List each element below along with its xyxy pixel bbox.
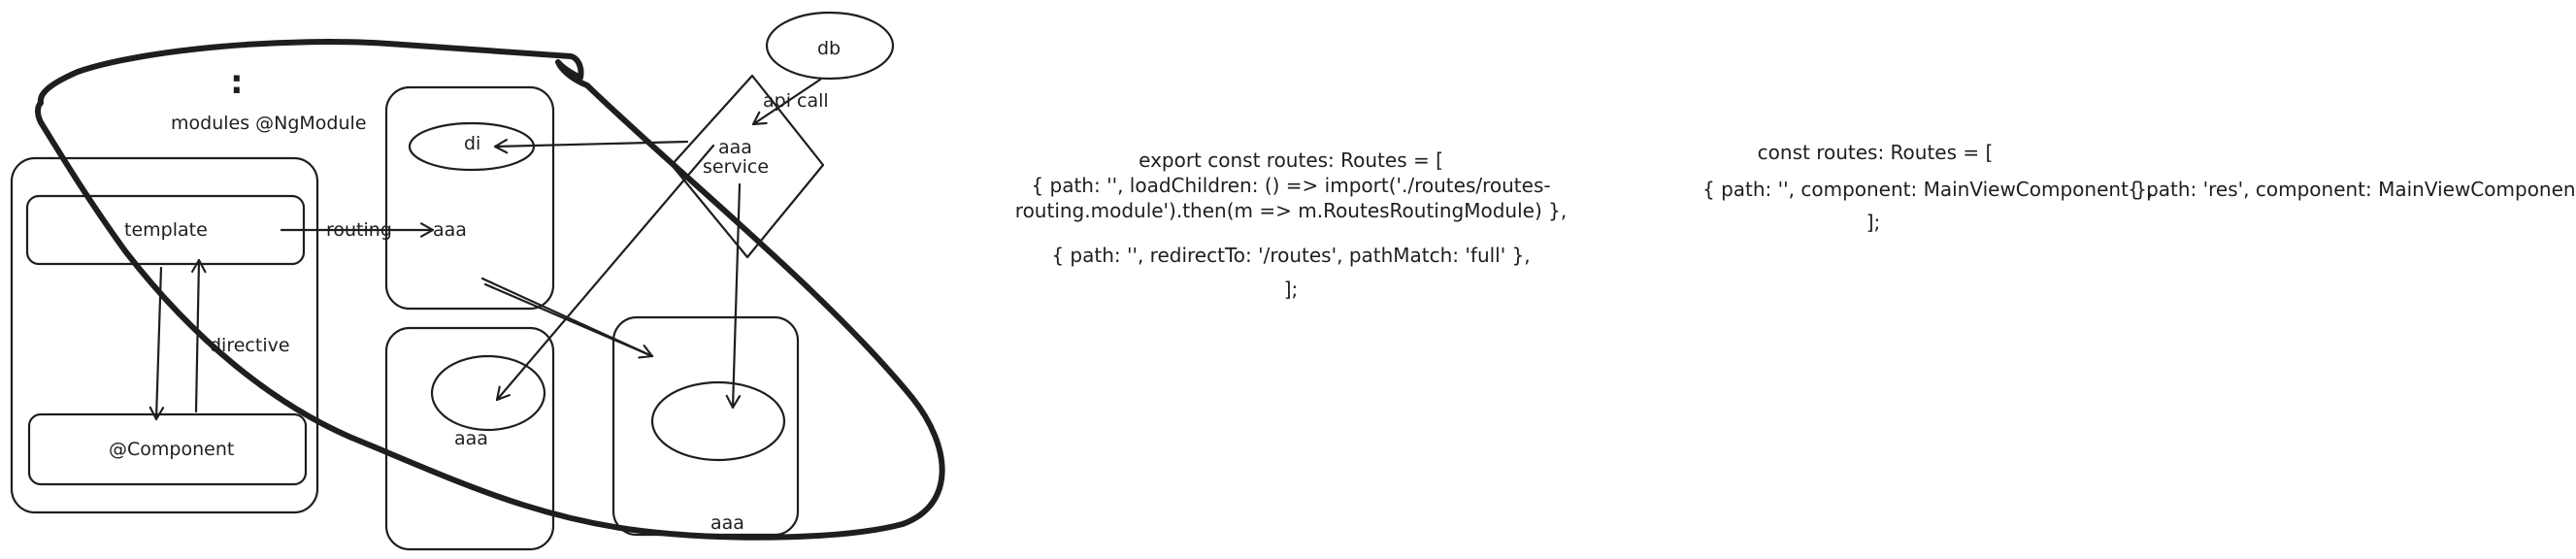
template-to-component-arrow: [149, 266, 165, 421]
service-diamond: [670, 74, 825, 259]
api-call-label: api call: [763, 90, 829, 112]
aaa-bottom-right-label: aaa: [710, 512, 744, 534]
db-ellipse: [765, 11, 895, 81]
code-left-line-3: routing.module').then(m => m.RoutesRouti…: [1015, 199, 1567, 222]
service-aaa-label: aaa: [718, 137, 752, 158]
di-label: di: [464, 133, 480, 154]
code-right-line-1: const routes: Routes = [: [1758, 141, 1994, 164]
code-left-line-4: { path: '', redirectTo: '/routes', pathM…: [1051, 244, 1530, 267]
aaa-ellipse-left: [430, 354, 546, 432]
service-to-left-ellipse-arrow: [495, 144, 715, 402]
code-right-line-3: ];: [1866, 211, 1881, 234]
directive-label: directive: [210, 335, 290, 356]
module-outer-box: [10, 156, 319, 514]
routed-module-box-top: [384, 85, 555, 311]
aaa-routing-target-label: aaa: [433, 219, 467, 241]
module-dots: :: [230, 63, 244, 102]
code-right-line-2a: { path: '', component: MainViewComponent…: [1702, 178, 2153, 201]
api-call-arrow: [751, 78, 822, 126]
template-label: template: [124, 219, 208, 241]
code-left-line-2: { path: '', loadChildren: () => import('…: [1031, 174, 1550, 197]
code-left-line-1: export const routes: Routes = [: [1139, 148, 1443, 172]
component-to-template-arrow: [191, 258, 207, 413]
aaa-to-bottom-right-arrow-b: [483, 282, 654, 359]
service-to-di-arrow: [493, 138, 689, 154]
aaa-bottom-left-label: aaa: [454, 428, 488, 449]
service-label: service: [703, 156, 769, 178]
freehand-loop: [35, 39, 945, 541]
component-label: @Component: [109, 439, 234, 460]
routing-label: routing: [326, 219, 392, 241]
modules-label: modules @NgModule: [171, 113, 367, 134]
routed-module-box-bottom-left: [384, 326, 555, 551]
db-label: db: [817, 38, 841, 59]
code-left-line-5: ];: [1284, 278, 1299, 301]
aaa-ellipse-right: [650, 380, 786, 462]
service-to-right-ellipse-arrow: [725, 182, 742, 410]
code-right-line-2b: { path: 'res', component: MainViewCompon…: [2128, 178, 2576, 201]
component-box: [27, 412, 308, 486]
